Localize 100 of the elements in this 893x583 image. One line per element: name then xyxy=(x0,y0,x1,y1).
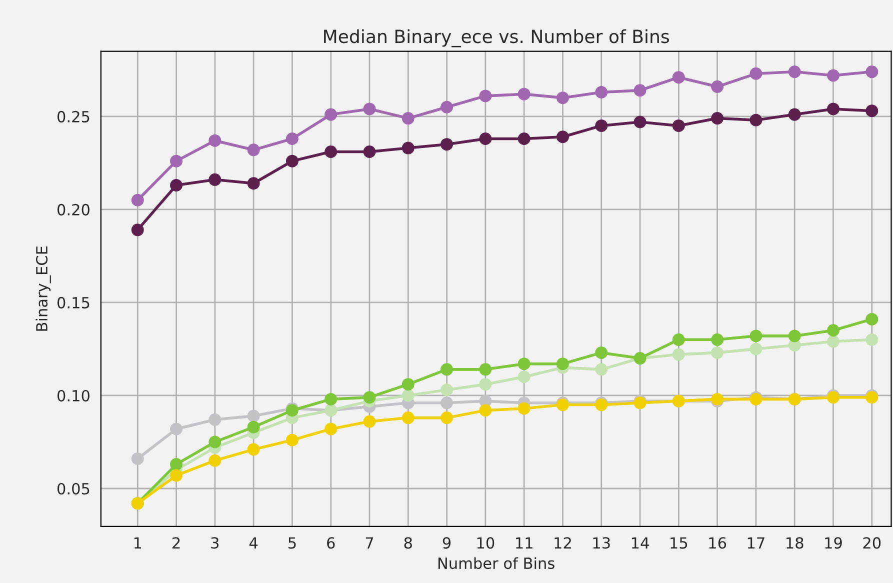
point xyxy=(324,392,338,406)
point xyxy=(286,434,298,446)
point xyxy=(363,391,376,404)
point xyxy=(247,177,260,190)
point xyxy=(479,363,492,376)
point xyxy=(556,130,569,144)
point xyxy=(247,144,260,156)
point xyxy=(170,154,183,168)
point xyxy=(672,119,685,132)
point xyxy=(479,90,492,102)
point xyxy=(363,102,376,116)
x-axis-title: Number of Bins xyxy=(438,557,554,570)
x-tick-label: 3 xyxy=(211,537,219,549)
x-tick-label: 10 xyxy=(477,537,494,549)
point xyxy=(440,412,454,424)
y-tick-label: 0.20 xyxy=(57,204,90,216)
point xyxy=(788,108,801,121)
x-tick-label: 8 xyxy=(404,537,412,549)
point xyxy=(866,66,878,78)
point xyxy=(131,194,144,206)
point xyxy=(131,224,144,236)
point xyxy=(208,413,222,426)
point xyxy=(247,443,260,456)
y-tick-label: 0.10 xyxy=(57,390,90,402)
point xyxy=(247,420,260,434)
point xyxy=(866,312,878,326)
point xyxy=(170,458,183,471)
point xyxy=(672,333,685,346)
point xyxy=(518,88,530,100)
point xyxy=(672,71,685,84)
point xyxy=(672,348,685,361)
point xyxy=(518,402,530,415)
point xyxy=(324,422,338,436)
point xyxy=(711,333,724,346)
point xyxy=(479,132,492,145)
x-tick-label: 19 xyxy=(825,537,842,549)
point xyxy=(440,384,454,396)
x-tick-label: 14 xyxy=(632,537,649,548)
x-tick-label: 15 xyxy=(670,537,688,549)
point xyxy=(711,112,724,125)
point xyxy=(440,100,454,114)
point xyxy=(402,389,414,402)
point xyxy=(634,84,646,97)
y-tick-label: 0.15 xyxy=(57,296,90,308)
point xyxy=(324,108,338,121)
point xyxy=(634,116,646,128)
point xyxy=(518,358,530,370)
point xyxy=(170,179,183,192)
point xyxy=(170,469,183,482)
y-tick-label: 0.25 xyxy=(57,110,90,122)
point xyxy=(595,86,608,98)
point xyxy=(170,422,183,436)
point xyxy=(402,112,414,125)
x-tick-label: 2 xyxy=(172,537,180,548)
y-axis-title: Binary_ECE xyxy=(36,246,51,331)
point xyxy=(595,119,608,132)
point xyxy=(826,102,840,116)
x-tick-label: 16 xyxy=(709,537,726,549)
point xyxy=(479,378,492,391)
point xyxy=(826,69,840,82)
point xyxy=(324,146,338,158)
point xyxy=(750,114,762,126)
point xyxy=(556,358,569,370)
point xyxy=(402,378,414,391)
x-tick-label: 9 xyxy=(442,537,451,549)
x-tick-label: 5 xyxy=(288,537,296,549)
x-tick-label: 4 xyxy=(249,537,258,548)
x-tick-label: 1 xyxy=(134,537,142,548)
point xyxy=(518,132,530,145)
point xyxy=(595,363,608,376)
x-tick-label: 6 xyxy=(327,537,335,549)
x-tick-label: 12 xyxy=(554,537,571,548)
point xyxy=(750,342,762,356)
point xyxy=(556,92,569,104)
point xyxy=(440,396,454,410)
x-tick-label: 11 xyxy=(516,537,532,548)
point xyxy=(788,330,801,342)
point xyxy=(208,436,222,448)
point xyxy=(518,370,530,384)
x-tick-label: 17 xyxy=(748,537,764,548)
point xyxy=(826,324,840,337)
point xyxy=(826,335,840,348)
point xyxy=(286,132,298,145)
point xyxy=(440,138,454,151)
chart-title: Median Binary_ece vs. Number of Bins xyxy=(324,29,669,48)
point xyxy=(750,330,762,342)
point xyxy=(131,452,144,465)
point xyxy=(247,410,260,422)
point xyxy=(208,134,222,147)
point xyxy=(402,412,414,424)
y-tick-label: 0.05 xyxy=(57,482,90,495)
point xyxy=(866,104,878,118)
point xyxy=(440,363,454,376)
point xyxy=(595,346,608,359)
x-tick-label: 7 xyxy=(366,537,374,548)
point xyxy=(479,404,492,417)
x-tick-label: 13 xyxy=(593,537,610,549)
point xyxy=(788,66,801,78)
point xyxy=(711,346,724,359)
point xyxy=(750,67,762,80)
